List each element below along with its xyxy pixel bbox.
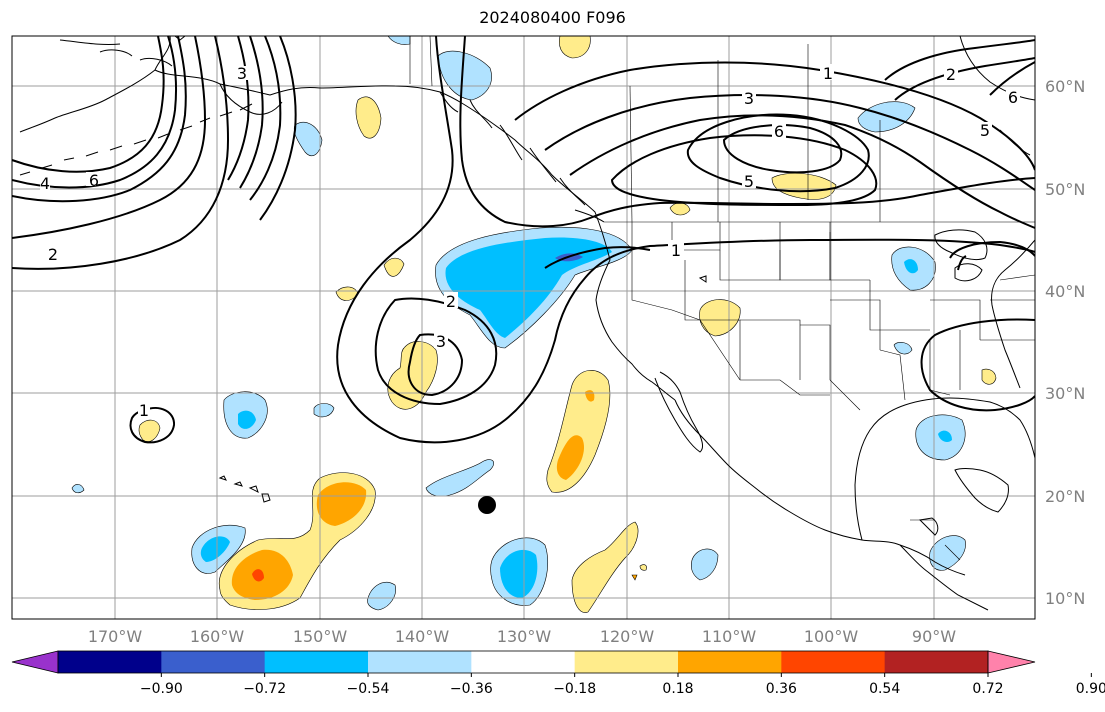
colorbar-cell xyxy=(471,651,576,673)
contour-label: 1 xyxy=(823,64,833,83)
colorbar-tick-label: 0.90 xyxy=(1076,681,1105,697)
colorbar-cell xyxy=(58,651,162,673)
contour-label: 4 xyxy=(40,174,50,193)
latitude-label: 30°N xyxy=(1045,384,1085,403)
shaded-yellow-region xyxy=(355,96,382,139)
colorbar-tick-label: −0.18 xyxy=(553,681,596,697)
longitude-label: 90°W xyxy=(912,627,956,646)
contour-label: 2 xyxy=(946,65,956,84)
colorbar-cell xyxy=(884,651,989,673)
contour-label: 1 xyxy=(671,241,681,260)
contour-label: 2 xyxy=(446,292,456,311)
shaded-cyan-region xyxy=(500,549,538,598)
latitude-label: 60°N xyxy=(1045,77,1085,96)
colorbar-cell xyxy=(264,651,369,673)
contour-label: 5 xyxy=(980,121,990,140)
contour-label: 3 xyxy=(237,64,247,83)
shaded-yellow-region xyxy=(771,173,837,200)
longitude-label: 170°W xyxy=(88,627,143,646)
contour-lines xyxy=(12,36,1035,444)
longitude-label: 140°W xyxy=(395,627,450,646)
contour-label: 3 xyxy=(744,89,754,108)
shaded-blue-region xyxy=(690,548,719,581)
colorbar-cell xyxy=(678,651,782,673)
contour-label: 1 xyxy=(139,401,149,420)
colorbar-extend-low xyxy=(11,650,59,674)
map-title: 2024080400 F096 xyxy=(479,8,626,27)
contour-label-group: 4 6 2 1 2 3 1 1 3 6 5 2 5 6 3 xyxy=(40,64,1020,420)
shaded-cyan-region xyxy=(200,536,230,562)
contour-label: 6 xyxy=(1008,88,1018,107)
shaded-yellow-region xyxy=(631,574,638,581)
shaded-yellow-region xyxy=(639,564,647,571)
colorbar-cell xyxy=(368,651,472,673)
colorbar-tick-label: 0.18 xyxy=(662,681,693,697)
shaded-cyan-region xyxy=(938,430,952,442)
longitude-label: 130°W xyxy=(497,627,552,646)
colorbar-tick-label: −0.54 xyxy=(347,681,390,697)
shaded-yellow-region xyxy=(383,257,405,277)
shaded-yellow-region xyxy=(571,521,639,613)
contour-label: 2 xyxy=(48,245,58,264)
shaded-blue-region xyxy=(929,535,966,571)
shaded-orange-region xyxy=(556,435,585,480)
map-plot-area xyxy=(12,36,1035,619)
longitude-label: 120°W xyxy=(600,627,655,646)
shaded-blue-region xyxy=(293,121,323,156)
shaded-blue-region xyxy=(893,341,913,355)
contour-label: 6 xyxy=(89,171,99,190)
shaded-fields xyxy=(71,36,997,613)
colorbar-tick-label: 0.36 xyxy=(766,681,797,697)
latitude-label: 40°N xyxy=(1045,282,1085,301)
longitude-label: 100°W xyxy=(804,627,859,646)
shaded-orange-region xyxy=(316,482,367,526)
colorbar-tick-label: 0.72 xyxy=(972,681,1003,697)
shaded-yellow-region xyxy=(138,419,161,442)
latitude-labels: 60°N 50°N 40°N 30°N 20°N 10°N xyxy=(1045,77,1085,608)
shaded-yellow-region xyxy=(559,36,591,59)
colorbar-tick-label: −0.72 xyxy=(243,681,286,697)
colorbar-tick-label: −0.36 xyxy=(450,681,493,697)
colorbar-cell xyxy=(161,651,266,673)
latitude-label: 10°N xyxy=(1045,589,1085,608)
shaded-blue-region xyxy=(71,484,85,494)
shaded-yellow-region xyxy=(387,341,438,410)
colorbar-tick-label: 0.54 xyxy=(869,681,900,697)
latitude-label: 50°N xyxy=(1045,180,1085,199)
map-frame xyxy=(11,35,1036,620)
colorbar: −0.90 −0.72 −0.54 −0.36 −0.18 0.18 0.36 0.54 0.7… xyxy=(11,650,1105,697)
shaded-yellow-region xyxy=(981,368,997,385)
shaded-cyan-region xyxy=(445,237,612,338)
shaded-blue-region xyxy=(857,101,916,133)
position-marker xyxy=(478,496,496,514)
longitude-label: 110°W xyxy=(702,627,757,646)
contour-label: 3 xyxy=(436,332,446,351)
political-borders xyxy=(409,36,1035,561)
longitude-label: 160°W xyxy=(190,627,245,646)
contour-label: 5 xyxy=(744,172,754,191)
colorbar-extend-high xyxy=(987,650,1036,674)
colorbar-tick-label: −0.90 xyxy=(140,681,183,697)
contour-label: 6 xyxy=(774,122,784,141)
latitude-label: 20°N xyxy=(1045,487,1085,506)
longitude-label: 150°W xyxy=(293,627,348,646)
longitude-labels: 170°W 160°W 150°W 140°W 130°W 120°W 110°… xyxy=(88,627,956,646)
colorbar-cell xyxy=(574,651,679,673)
shaded-cyan-region xyxy=(238,410,256,429)
shaded-blue-region xyxy=(367,581,396,611)
shaded-yellow-region xyxy=(699,299,741,337)
shaded-red-region xyxy=(252,569,264,582)
colorbar-frame xyxy=(57,650,989,674)
colorbar-cell xyxy=(781,651,886,673)
shaded-cyan-region xyxy=(904,259,918,274)
